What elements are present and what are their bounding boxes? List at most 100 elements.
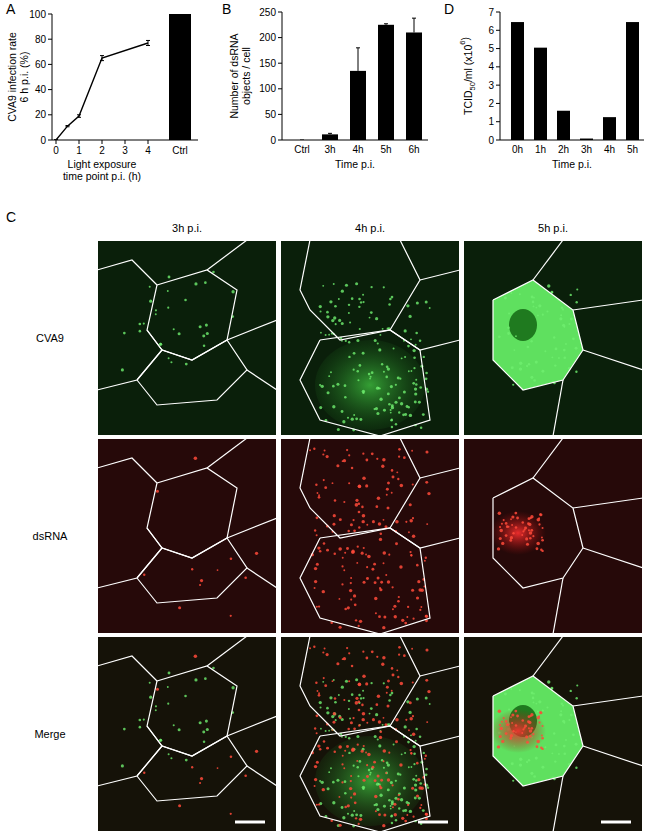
y-tick-label: 4 [488,61,494,72]
red-dot [410,752,412,754]
y-axis-label-part: ) [459,37,471,41]
green-dot [425,301,428,304]
y-tick-label: 1 [488,116,494,127]
y-axis [52,14,53,140]
green-dot [390,409,392,411]
y-axis-label-part: TCID [462,90,474,115]
cell-outline [300,528,430,634]
red-dot [351,550,354,553]
green-dot [411,370,413,372]
red-dot [350,577,352,579]
green-dot [576,685,578,687]
red-dot [350,523,353,526]
green-dot [530,340,532,342]
red-dot [318,494,320,496]
green-dot [159,739,161,741]
red-dot [386,686,389,689]
green-dot [412,745,415,748]
green-dot [403,786,406,789]
y-tick-label: 0 [488,135,494,146]
green-dot [398,807,400,809]
red-dot [314,529,316,531]
red-dot [200,777,203,780]
green-dot [356,735,359,738]
red-dot [537,716,541,720]
green-dot [178,728,181,731]
bar [534,48,547,140]
green-dot [376,387,379,390]
green-dot [320,310,322,312]
x-tick-label: 0h [512,144,523,155]
red-dot [398,646,401,649]
red-dot [314,785,316,787]
green-dot [407,741,410,744]
green-dot [528,759,530,761]
red-dot [405,719,407,721]
green-dot [547,680,550,683]
red-dot [403,456,406,459]
y-tick [278,12,282,13]
green-dot [332,405,335,408]
green-dot [159,739,162,742]
green-dot [359,328,361,330]
image-background [280,438,460,634]
green-dot [185,363,188,366]
y-tick-label: 60 [35,59,47,70]
green-dot [170,757,172,759]
red-dot [217,767,219,769]
cell-outline [247,766,277,786]
green-dot [360,301,362,303]
x-axis-label: Time p.i. [335,158,375,170]
green-dot [344,792,347,795]
green-dot [355,813,358,816]
green-dot [194,678,197,681]
red-dot [352,519,354,521]
red-dot [525,537,528,540]
green-dot [375,713,378,716]
red-dot [355,817,357,819]
red-dot [353,727,356,730]
red-dot [317,546,320,549]
red-dot [326,455,329,458]
error-bar [102,56,103,61]
red-dot [351,665,354,668]
green-dot [554,760,556,762]
cell-outline [247,370,277,390]
green-dot [507,332,510,335]
green-dot [398,397,401,400]
green-dot [512,780,514,782]
green-dot [168,753,170,755]
green-dot [387,393,390,396]
red-dot [378,720,381,723]
red-dot [536,740,540,744]
red-dot [408,531,410,533]
red-dot [373,761,376,764]
red-dot [506,723,509,726]
green-dot [168,357,170,359]
error-bar [358,48,359,71]
cell-outline [493,676,583,786]
green-dot [572,338,575,341]
green-dot [419,339,422,342]
x-tick-label: 5h [380,144,391,155]
green-dot [575,371,577,373]
red-dot [510,734,513,737]
green-dot [564,356,567,359]
red-dot [541,539,544,542]
green-dot [386,762,389,765]
red-dot [343,569,345,571]
red-dot [334,697,337,700]
y-axis-label-part: 50 [468,82,477,90]
red-dot [339,716,342,719]
red-dot [342,658,344,660]
error-bar [148,40,149,45]
error-cap [146,40,150,41]
red-dot [358,485,361,488]
red-dot [383,615,386,618]
green-dot [554,364,556,366]
cell-outline [573,696,643,706]
green-dot [414,392,417,395]
green-dot [570,318,573,321]
red-dot [420,786,423,789]
green-dot [173,724,175,726]
